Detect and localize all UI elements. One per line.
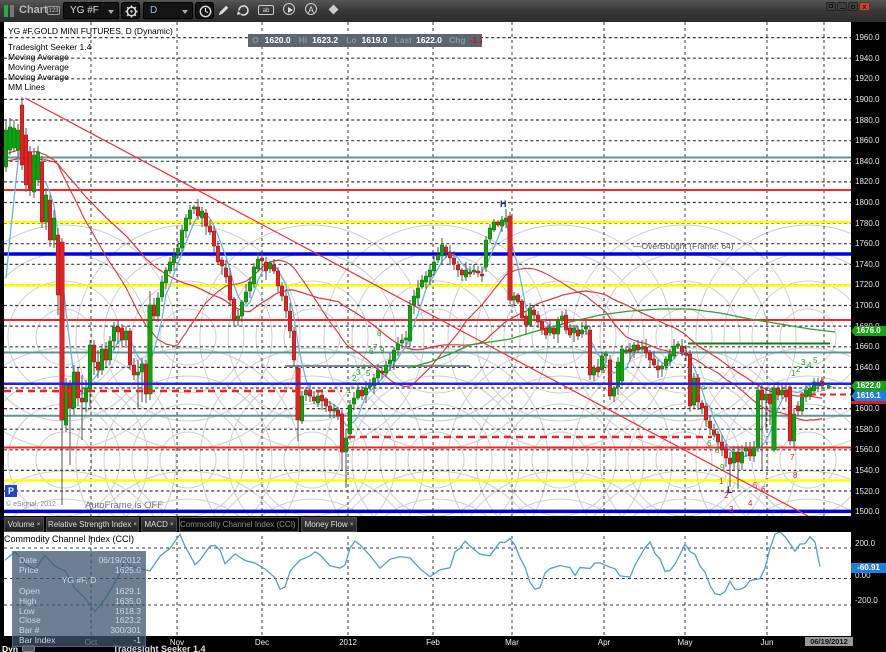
svg-text:7: 7: [790, 453, 795, 462]
svg-text:L: L: [727, 485, 733, 495]
svg-text:5: 5: [705, 420, 710, 429]
svg-text:2: 2: [352, 374, 357, 383]
svg-text:7: 7: [373, 343, 378, 352]
svg-text:3: 3: [729, 505, 734, 514]
svg-text:8: 8: [793, 471, 798, 480]
svg-text:H: H: [500, 199, 507, 209]
svg-text:3: 3: [356, 368, 361, 377]
svg-text:1: 1: [347, 386, 352, 395]
svg-text:1: 1: [687, 367, 692, 376]
svg-text:5: 5: [813, 356, 818, 365]
svg-text:5: 5: [753, 481, 758, 490]
svg-text:6: 6: [369, 347, 374, 356]
svg-text:6: 6: [707, 439, 712, 448]
svg-text:1: 1: [719, 477, 724, 486]
svg-text:4: 4: [701, 383, 706, 392]
svg-text:5: 5: [366, 369, 371, 378]
svg-text:3: 3: [696, 388, 701, 397]
svg-text:1: 1: [791, 369, 796, 378]
svg-text:6: 6: [820, 378, 825, 387]
svg-text:6: 6: [761, 485, 766, 494]
svg-text:9: 9: [380, 346, 385, 355]
svg-text:4: 4: [748, 499, 753, 508]
svg-text:2: 2: [796, 365, 801, 374]
svg-text:8: 8: [715, 446, 720, 455]
svg-text:4: 4: [807, 361, 812, 370]
svg-text:3: 3: [801, 358, 806, 367]
svg-text:2: 2: [724, 491, 729, 500]
svg-text:4: 4: [361, 363, 366, 372]
svg-text:9: 9: [720, 463, 725, 472]
svg-text:8: 8: [377, 329, 382, 338]
svg-text:7: 7: [712, 433, 717, 442]
svg-text:2: 2: [691, 385, 696, 394]
